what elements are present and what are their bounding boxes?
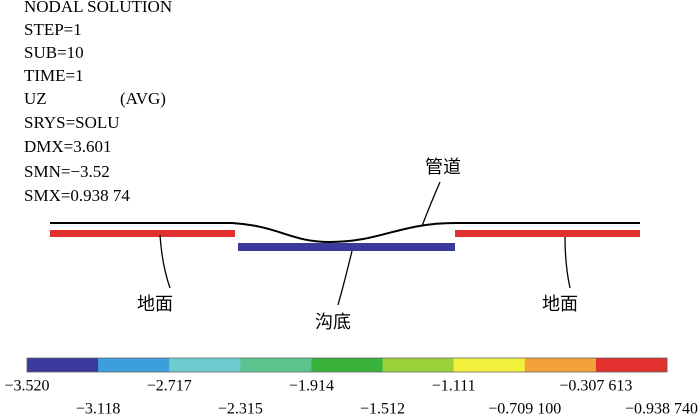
legend-swatch	[169, 358, 241, 372]
pipe-label: 管道	[425, 157, 461, 178]
ground-label: 地面	[542, 294, 578, 315]
legend-swatch	[27, 358, 99, 372]
info-line: SMX=0.938 74	[24, 186, 130, 205]
leader	[421, 181, 441, 227]
info-line: SUB=10	[24, 43, 84, 62]
legend-swatch	[240, 358, 312, 372]
ground-right	[455, 230, 640, 237]
info-line: SMN=−3.52	[24, 162, 110, 181]
legend-frame	[26, 357, 668, 373]
legend-label: −1.914	[289, 378, 334, 395]
leader	[337, 250, 353, 306]
ground-label: 地面	[137, 294, 173, 315]
legend-label: −0.709 100	[488, 401, 561, 418]
trench-label: 沟底	[315, 312, 351, 333]
info-line: TIME=1	[24, 66, 84, 85]
legend-label: −1.111	[432, 378, 476, 395]
legend-label: −3.118	[76, 401, 120, 418]
legend-label: −0.307 613	[559, 378, 632, 395]
legend-label: −2.717	[147, 378, 192, 395]
pipe	[50, 222, 640, 244]
info-line: DMX=3.601	[24, 137, 112, 156]
legend-swatch	[524, 358, 597, 372]
ground-left	[50, 230, 235, 237]
leader	[564, 236, 571, 289]
legend-swatch	[595, 358, 668, 372]
legend-swatch	[98, 358, 170, 372]
leaders	[159, 181, 571, 306]
legend-label: −3.520	[4, 378, 49, 395]
info-block: NODAL SOLUTION STEP=1 SUB=10 TIME=1 UZ (…	[24, 0, 172, 205]
leader	[159, 234, 171, 289]
color-legend: −3.520 −3.118 −2.717 −2.315 −1.914 −1.512 −1.1…	[4, 357, 698, 418]
info-line: NODAL SOLUTION	[24, 0, 172, 16]
legend-swatch	[453, 358, 526, 372]
legend-swatch	[382, 358, 455, 372]
trench-bottom	[238, 243, 455, 251]
legend-label: −2.315	[218, 401, 263, 418]
info-line: (AVG)	[120, 89, 166, 108]
legend-swatch	[311, 358, 384, 372]
info-line: UZ	[24, 89, 47, 108]
legend-label: −0.938 740	[625, 401, 698, 418]
legend-label: −1.512	[360, 401, 405, 418]
info-line: SRYS=SOLU	[24, 113, 120, 132]
info-line: STEP=1	[24, 20, 82, 39]
